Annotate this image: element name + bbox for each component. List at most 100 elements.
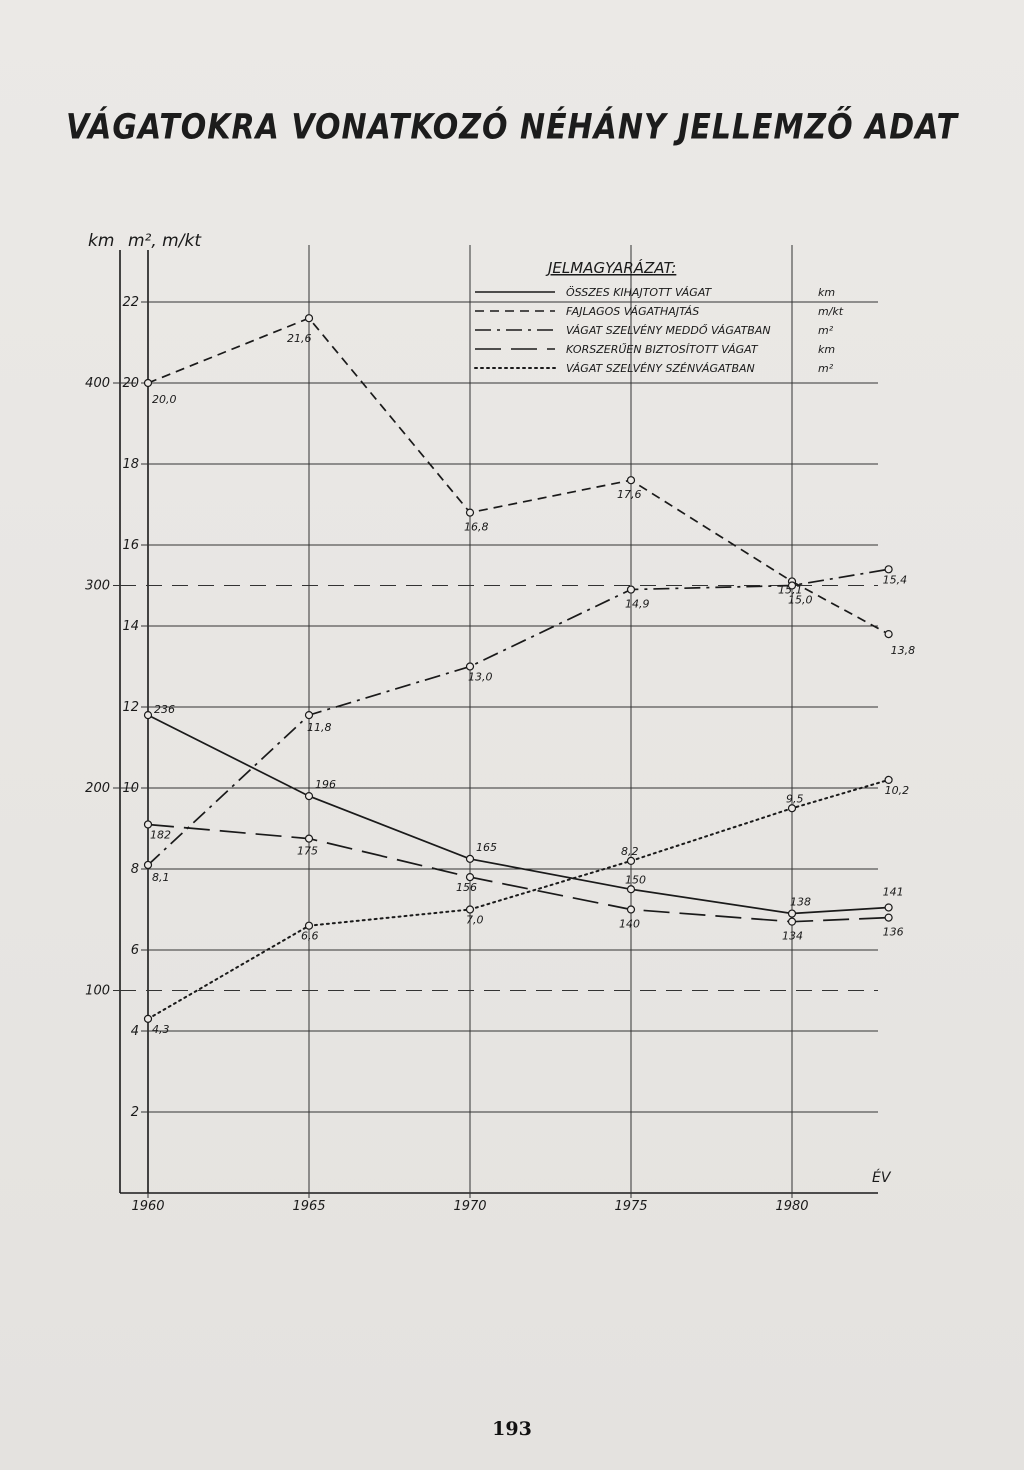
data-label: 175 [297, 845, 318, 858]
data-point [626, 476, 636, 485]
inner-y-tick-label: 12 [122, 700, 139, 715]
legend-title: JELMAGYARÁZAT: [545, 258, 676, 277]
data-point [787, 804, 797, 813]
legend-unit: m² [818, 324, 834, 337]
data-point [304, 921, 314, 930]
data-point [304, 710, 314, 720]
series-dashed: 20,0 21,6 16,8 17,6 15,1 13,8 [143, 314, 915, 657]
legend-label: VÁGAT SZELVÉNY SZÉNVÁGATBAN [566, 362, 755, 375]
data-label: 15,4 [883, 573, 908, 586]
data-point [304, 791, 314, 801]
left-axis-label: km [88, 231, 114, 251]
legend-unit: km [818, 286, 835, 299]
data-point [626, 905, 636, 914]
data-point [465, 508, 475, 517]
data-point [787, 581, 797, 590]
data-point [884, 629, 893, 639]
data-label: 236 [154, 703, 175, 716]
outer-y-tick-label: 300 [85, 579, 110, 594]
x-tick-label: 1960 [131, 1199, 164, 1214]
data-point [884, 913, 893, 922]
data-point [787, 909, 797, 918]
data-label: 8,1 [152, 871, 170, 884]
series-line [147, 317, 890, 635]
legend-label: ÖSSZES KIHAJTOTT VÁGAT [566, 286, 713, 299]
data-label: 8,2 [621, 845, 639, 858]
data-label: 156 [456, 881, 477, 894]
legend-label: KORSZERŰEN BIZTOSÍTOTT VÁGAT [566, 342, 759, 356]
inner-y-tick-label: 20 [122, 376, 139, 391]
data-point [304, 834, 314, 843]
series-dotted: 4,3 6,6 7,0 8,2 9,5 10,2 [143, 775, 910, 1036]
data-label: 14,9 [625, 598, 650, 611]
data-label: 140 [619, 918, 640, 931]
data-point [304, 314, 314, 323]
data-label: 16,8 [464, 521, 489, 534]
legend-label: VÁGAT SZELVÉNY MEDDŐ VÁGATBAN [566, 323, 771, 337]
inner-y-tick-label: 22 [122, 295, 139, 310]
data-label: 138 [790, 896, 811, 909]
grid [120, 245, 878, 1193]
data-point [884, 775, 893, 785]
outer-y-tick-label: 100 [85, 984, 110, 999]
inner-y-tick-label: 14 [122, 619, 139, 634]
data-label: 9,5 [786, 792, 804, 805]
x-tick-label: 1975 [614, 1199, 647, 1214]
data-point [143, 860, 153, 870]
data-point [465, 662, 475, 671]
x-ticks: 1960 1965 1970 1975 1980 [131, 1193, 809, 1214]
inner-y-tick-label: 10 [122, 781, 139, 796]
data-point [143, 820, 153, 829]
series-line [147, 823, 889, 923]
x-tick-label: 1980 [775, 1199, 808, 1214]
data-label: 136 [883, 926, 904, 939]
series-line [147, 714, 889, 915]
inner-y-tick-label: 4 [131, 1024, 139, 1039]
data-label: 21,6 [287, 332, 312, 345]
data-label: 196 [315, 778, 336, 791]
data-point [626, 585, 636, 594]
data-point [884, 565, 893, 574]
data-label: 134 [782, 930, 803, 943]
inner-y-tick-label: 2 [131, 1105, 139, 1120]
data-point [143, 378, 153, 388]
data-label: 165 [476, 841, 497, 854]
inner-y-tick-label: 8 [131, 862, 139, 877]
data-point [465, 872, 475, 882]
legend: JELMAGYARÁZAT: ÖSSZES KIHAJTOTT VÁGAT km F… [474, 258, 844, 375]
data-label: 141 [883, 885, 904, 898]
outer-y-tick-label: 400 [85, 376, 110, 391]
inner-y-tick-label: 16 [122, 538, 139, 553]
y-ticks: 2 4 6 8 10 12 14 16 18 20 22 100 200 300 400 [85, 295, 148, 1120]
series-longdash: 182 175 156 140 134 136 [143, 820, 904, 943]
outer-y-tick-label: 200 [85, 781, 110, 796]
data-label: 10,2 [885, 784, 910, 797]
legend-unit: m² [818, 362, 834, 375]
data-label: 11,8 [307, 721, 332, 734]
data-label: 17,6 [617, 488, 642, 501]
legend-entries: ÖSSZES KIHAJTOTT VÁGAT km FAJLAGOS VÁGATHA… [474, 286, 844, 375]
data-point [143, 1014, 153, 1023]
legend-label: FAJLAGOS VÁGATHAJTÁS [566, 305, 699, 318]
data-point [626, 885, 636, 894]
series-line [147, 778, 890, 1020]
legend-unit: km [818, 343, 835, 356]
data-label: 182 [150, 828, 171, 841]
data-label: 6,6 [301, 930, 319, 943]
x-tick-label: 1970 [453, 1199, 486, 1214]
chart-title: VÁGATOKRA VONATKOZÓ NÉHÁNY JELLEMZŐ ADAT [65, 107, 959, 148]
data-label: 7,0 [466, 914, 484, 927]
data-point [143, 710, 153, 720]
inner-y-tick-label: 6 [131, 943, 139, 958]
data-point [465, 905, 475, 914]
data-point [626, 856, 636, 866]
series-solid: 236 196 165 150 138 141 [143, 703, 904, 918]
inner-y-tick-label: 18 [122, 457, 139, 472]
page-number: 193 [492, 1418, 532, 1440]
series-dashdot: 8,1 11,8 13,0 14,9 15,0 15,4 [143, 565, 908, 884]
series-layer: 236 196 165 150 138 141 20,0 21,6 16,8 17,6 15,1 13… [143, 314, 915, 1036]
data-label: 15,1 [778, 583, 803, 596]
data-label: 150 [625, 873, 646, 886]
